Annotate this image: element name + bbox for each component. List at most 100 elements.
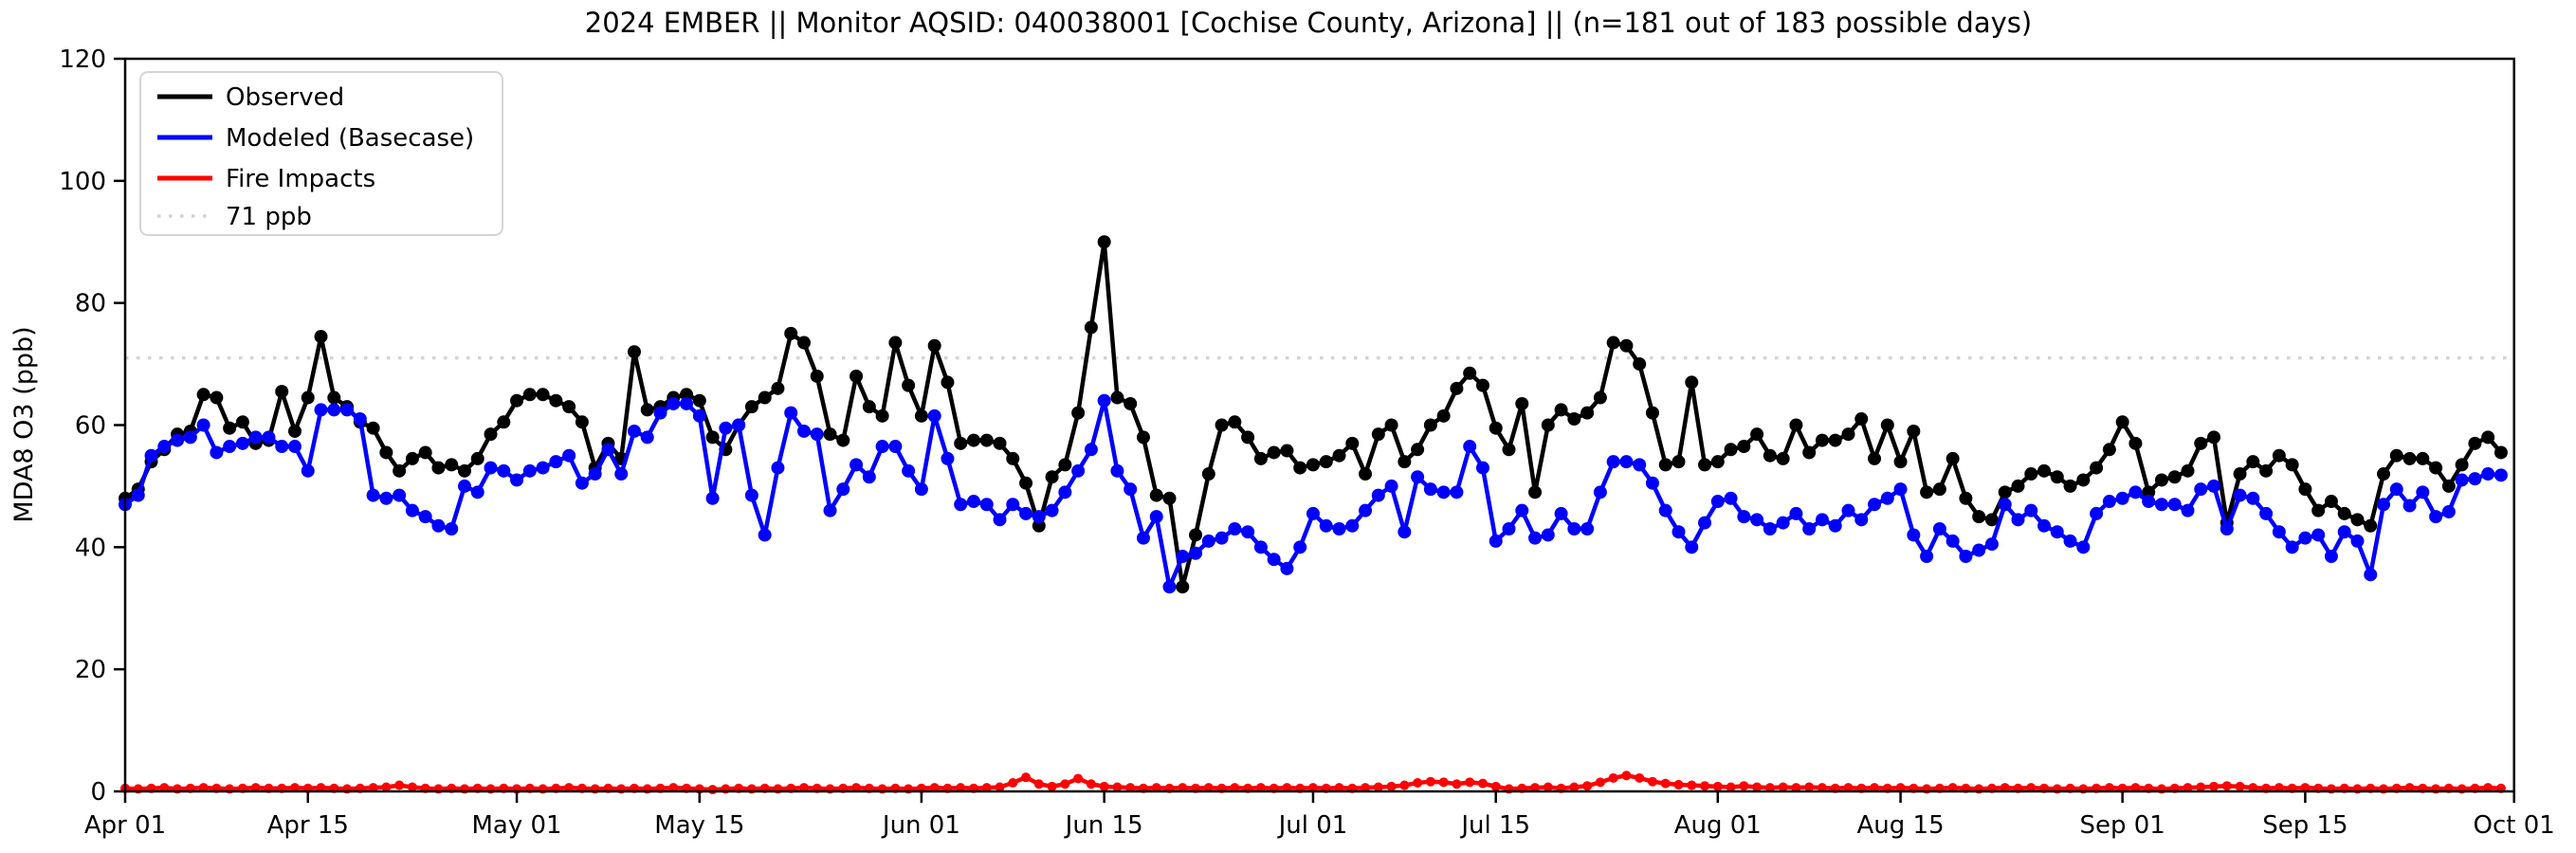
data-point xyxy=(1359,467,1373,481)
data-point xyxy=(875,408,889,423)
data-point xyxy=(1710,495,1725,509)
data-point xyxy=(2209,781,2220,791)
data-point xyxy=(1606,455,1620,469)
data-point xyxy=(2037,518,2052,533)
data-point xyxy=(1700,781,1710,791)
data-point xyxy=(1752,782,1763,792)
data-point xyxy=(956,783,966,793)
y-axis-label: MDA8 O3 (ppb) xyxy=(9,326,39,522)
data-point xyxy=(1045,470,1059,484)
data-point xyxy=(2494,445,2508,460)
data-point xyxy=(522,463,537,478)
data-point xyxy=(393,463,407,478)
data-point xyxy=(1541,528,1555,542)
data-point xyxy=(1411,470,1425,484)
data-point xyxy=(2416,485,2430,499)
x-tick-label: May 15 xyxy=(654,811,744,840)
data-point xyxy=(1530,783,1541,793)
data-point xyxy=(2128,436,2143,450)
data-point xyxy=(784,406,798,420)
data-point xyxy=(719,421,733,435)
data-point xyxy=(1946,451,1960,465)
data-point xyxy=(562,448,576,463)
data-point xyxy=(2311,503,2326,517)
data-point xyxy=(1423,482,1437,497)
data-point xyxy=(210,445,224,460)
data-point xyxy=(1776,451,1790,465)
data-point xyxy=(536,461,550,475)
data-point xyxy=(1515,396,1529,410)
data-point xyxy=(510,473,524,487)
data-point xyxy=(497,415,511,429)
data-point xyxy=(1033,779,1044,789)
x-tick-label: Sep 15 xyxy=(2262,811,2348,840)
data-point xyxy=(1319,518,1333,533)
data-point xyxy=(235,436,249,450)
data-point xyxy=(798,783,809,793)
data-point xyxy=(316,783,326,793)
data-point xyxy=(1528,531,1543,545)
data-point xyxy=(1569,782,1580,792)
data-point xyxy=(1452,779,1462,789)
data-point xyxy=(1791,783,1801,793)
data-point xyxy=(1399,780,1410,790)
data-point xyxy=(850,458,864,472)
data-point xyxy=(1201,467,1215,481)
data-point xyxy=(575,415,589,429)
data-point xyxy=(2337,525,2351,539)
data-point xyxy=(2196,782,2206,792)
data-point xyxy=(2429,461,2443,475)
data-point xyxy=(1073,773,1084,784)
data-point xyxy=(1097,235,1111,249)
y-tick-label: 60 xyxy=(75,412,106,441)
data-point xyxy=(707,785,718,795)
data-point xyxy=(394,780,405,790)
data-point xyxy=(1802,445,1817,460)
y-tick-label: 80 xyxy=(75,290,106,318)
data-point xyxy=(381,782,392,792)
chart-title: 2024 EMBER || Monitor AQSID: 040038001 [… xyxy=(585,7,2032,39)
legend: Observed Modeled (Basecase) Fire Impacts… xyxy=(139,71,503,236)
x-tick-label: Aug 15 xyxy=(1857,811,1945,840)
data-point xyxy=(2350,513,2365,527)
data-point xyxy=(2000,783,2010,793)
data-point xyxy=(1021,772,1032,783)
data-point xyxy=(1763,522,1777,536)
data-point xyxy=(275,440,289,454)
data-point xyxy=(1280,444,1294,458)
data-point xyxy=(927,408,941,423)
data-point xyxy=(1398,525,1412,539)
data-point xyxy=(1932,522,1946,536)
data-point xyxy=(966,495,980,509)
data-point xyxy=(1893,455,1908,469)
data-point xyxy=(979,433,994,447)
data-point xyxy=(1084,443,1098,457)
data-point xyxy=(850,369,864,383)
data-point xyxy=(1947,783,1958,793)
y-tick-label: 20 xyxy=(75,656,106,684)
data-point xyxy=(744,488,758,502)
data-point xyxy=(1870,783,1880,793)
data-point xyxy=(1726,782,1736,792)
data-point xyxy=(1880,418,1894,432)
data-point xyxy=(2416,451,2430,465)
data-point xyxy=(1071,406,1086,420)
data-point xyxy=(1425,776,1435,787)
data-point xyxy=(1293,461,1307,475)
data-point xyxy=(431,518,446,533)
data-point xyxy=(1450,381,1464,395)
data-point xyxy=(289,783,300,793)
data-point xyxy=(627,345,641,359)
data-point xyxy=(223,440,237,454)
data-point xyxy=(2377,498,2391,512)
data-point xyxy=(2221,781,2232,791)
data-point xyxy=(1645,406,1659,420)
data-point xyxy=(1580,406,1595,420)
data-point xyxy=(1710,455,1725,469)
data-point xyxy=(2337,506,2351,520)
data-point xyxy=(796,424,811,438)
data-point xyxy=(1371,427,1385,442)
data-point xyxy=(2285,540,2299,554)
data-point xyxy=(1698,516,1712,530)
data-point xyxy=(1189,528,1203,542)
